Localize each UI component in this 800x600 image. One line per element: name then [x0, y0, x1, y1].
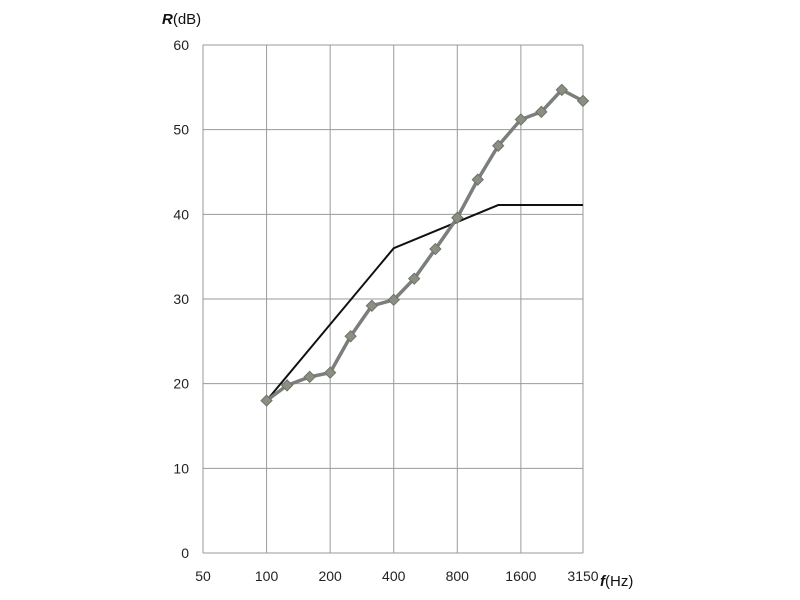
measured-point-marker: [514, 113, 528, 126]
x-axis-unit: (Hz): [605, 573, 633, 590]
x-tick-label: 100: [255, 568, 279, 584]
measured-point-marker: [429, 242, 442, 256]
measured-point-marker: [535, 105, 548, 119]
measured-point-marker: [407, 272, 421, 285]
reference-curve: [265, 204, 583, 402]
series-layer: [260, 83, 590, 407]
y-tick-label: 10: [173, 460, 189, 476]
y-tick-label: 0: [181, 545, 189, 561]
y-tick-label: 40: [173, 206, 189, 222]
x-tick-label: 1600: [505, 568, 536, 584]
x-tick-label: 800: [446, 568, 470, 584]
y-axis-symbol: R: [162, 11, 173, 28]
x-tick-label: 3150: [567, 568, 598, 584]
y-axis-title: R(dB): [162, 11, 201, 28]
y-tick-label: 50: [173, 122, 189, 138]
measured-point-marker: [365, 299, 379, 312]
y-tick-label: 30: [173, 291, 189, 307]
x-axis-title: f(Hz): [600, 573, 633, 590]
measured-point-marker: [303, 370, 316, 384]
measured-point-marker: [471, 173, 484, 186]
measured-point-marker: [492, 139, 505, 152]
measured-point-marker: [280, 379, 294, 392]
tick-labels: 50 100 200 400 800 1600 3150 0 10 20 30 40 50 60: [173, 37, 598, 584]
measured-point-marker: [260, 394, 273, 407]
x-tick-label: 200: [318, 568, 342, 584]
y-tick-label: 60: [173, 37, 189, 53]
x-tick-label: 400: [382, 568, 406, 584]
y-axis-unit: (dB): [173, 11, 201, 28]
measured-point-marker: [451, 211, 464, 224]
measured-point-marker: [387, 293, 400, 307]
y-tick-label: 20: [173, 376, 189, 392]
x-tick-label: 50: [195, 568, 211, 584]
measured-point-marker: [323, 366, 337, 379]
measured-point-marker: [576, 94, 590, 108]
x-axis-symbol: f: [600, 573, 607, 590]
measured-point-marker: [344, 330, 357, 343]
grid-lines: [202, 44, 584, 554]
measured-point-marker: [555, 83, 569, 97]
measured-curve: [265, 88, 584, 403]
